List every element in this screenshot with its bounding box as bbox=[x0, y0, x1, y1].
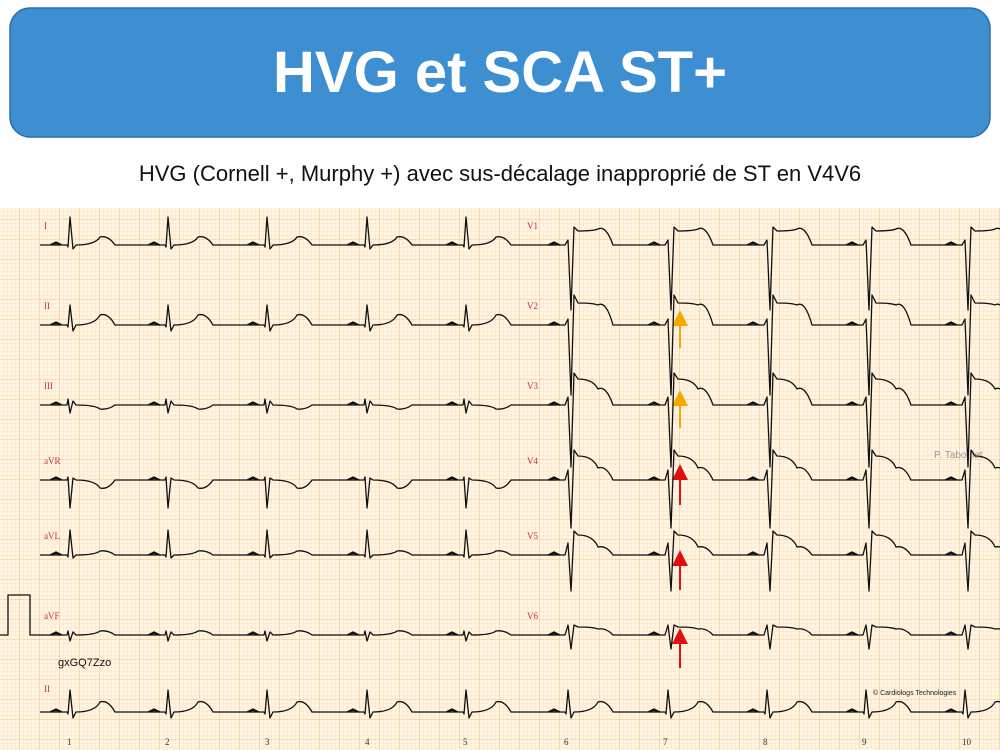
lead-label: V2 bbox=[527, 301, 538, 311]
ecg-trace bbox=[547, 530, 1000, 592]
ecg-trace bbox=[547, 226, 1000, 311]
lead-label: aVL bbox=[44, 531, 60, 541]
column-number: 10 bbox=[962, 737, 972, 747]
ecg-trace bbox=[547, 449, 1000, 529]
lead-label: V3 bbox=[527, 381, 538, 391]
lead-label: V6 bbox=[527, 611, 538, 621]
ecg: gxGQ7Zzo P. Taboulet © Cardiologs Techno… bbox=[0, 208, 1000, 750]
ecg-trace bbox=[40, 529, 555, 559]
column-number: 3 bbox=[265, 737, 270, 747]
lead-label: III bbox=[44, 381, 53, 391]
ecg-trace bbox=[547, 294, 1000, 396]
lead-label: V1 bbox=[527, 221, 538, 231]
lead-label: aVF bbox=[44, 611, 60, 621]
lead-label: aVR bbox=[44, 456, 61, 466]
ecg-trace bbox=[40, 476, 555, 509]
ecg-trace bbox=[40, 216, 555, 250]
column-number: 5 bbox=[463, 737, 468, 747]
lead-label: V5 bbox=[527, 531, 538, 541]
lead-label: II bbox=[44, 684, 50, 694]
author: P. Taboulet bbox=[934, 450, 983, 461]
ecg-trace bbox=[40, 689, 1000, 719]
subtitle: HVG (Cornell +, Murphy +) avec sus-décal… bbox=[139, 161, 861, 186]
ecg-trace bbox=[547, 624, 1000, 650]
calibration-pulse bbox=[0, 594, 40, 636]
ecg-code: gxGQ7Zzo bbox=[58, 657, 111, 669]
column-number: 1 bbox=[67, 737, 72, 747]
column-number: 7 bbox=[663, 737, 668, 747]
ecg-trace bbox=[40, 398, 555, 414]
column-number: 4 bbox=[365, 737, 370, 747]
ecg-trace bbox=[547, 372, 1000, 468]
title-box bbox=[9, 7, 991, 138]
title: HVG et SCA ST+ bbox=[273, 40, 727, 105]
column-number: 6 bbox=[564, 737, 569, 747]
lead-label: I bbox=[44, 221, 47, 231]
ecg-trace bbox=[40, 630, 555, 642]
lead-label: V4 bbox=[527, 456, 538, 466]
copyright: © Cardiologs Technologies bbox=[873, 689, 957, 697]
column-number: 9 bbox=[862, 737, 867, 747]
column-number: 2 bbox=[165, 737, 170, 747]
column-number: 8 bbox=[763, 737, 768, 747]
ecg-trace bbox=[40, 304, 555, 332]
lead-label: II bbox=[44, 301, 50, 311]
